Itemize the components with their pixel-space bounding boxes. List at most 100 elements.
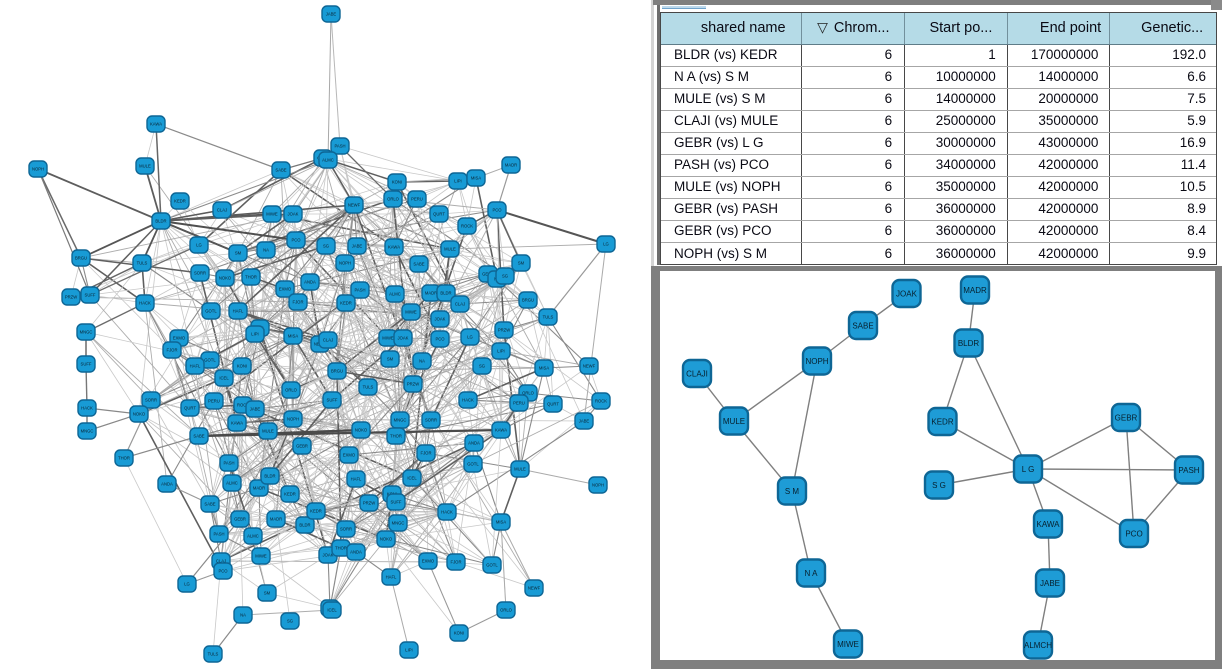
svg-text:ALMC: ALMC [247, 534, 259, 539]
svg-text:NA: NA [419, 359, 425, 364]
svg-text:KEDR: KEDR [310, 509, 322, 514]
svg-text:S G: S G [932, 481, 946, 490]
svg-text:ROCK: ROCK [595, 399, 607, 404]
svg-text:MISA: MISA [471, 176, 481, 181]
svg-text:GOTL: GOTL [204, 358, 216, 363]
svg-text:NOKO: NOKO [380, 537, 393, 542]
svg-text:MULE: MULE [444, 247, 456, 252]
svg-text:SM: SM [235, 251, 242, 256]
svg-text:TULS: TULS [208, 652, 219, 657]
svg-text:KEDR: KEDR [284, 492, 296, 497]
svg-text:QURT: QURT [547, 402, 559, 407]
svg-text:JOAK: JOAK [398, 336, 409, 341]
svg-text:MADR: MADR [425, 291, 437, 296]
svg-text:JABE: JABE [326, 12, 337, 17]
svg-text:PASH: PASH [213, 532, 224, 537]
svg-text:JOAK: JOAK [323, 553, 334, 558]
svg-text:THOR: THOR [245, 275, 257, 280]
svg-text:SG: SG [502, 274, 508, 279]
svg-text:HAFL: HAFL [351, 477, 362, 482]
svg-text:MISA: MISA [539, 366, 549, 371]
svg-text:LG: LG [467, 335, 473, 340]
svg-text:TULS: TULS [543, 315, 554, 320]
svg-text:PRZW: PRZW [407, 382, 419, 387]
svg-text:LIPI: LIPI [251, 332, 258, 337]
svg-text:TULS: TULS [363, 385, 374, 390]
svg-text:CLAJ: CLAJ [323, 338, 333, 343]
svg-text:PCO: PCO [218, 569, 228, 574]
svg-text:MULE: MULE [262, 429, 274, 434]
svg-text:CLAJ: CLAJ [455, 302, 465, 307]
svg-text:ROCK: ROCK [237, 403, 249, 408]
svg-text:NEWF: NEWF [583, 364, 596, 369]
svg-text:MISA: MISA [288, 334, 298, 339]
svg-text:SABE: SABE [204, 502, 215, 507]
svg-text:NA: NA [240, 613, 246, 618]
svg-text:NOPH: NOPH [32, 167, 44, 172]
svg-text:PERU: PERU [411, 197, 423, 202]
svg-text:JABE: JABE [250, 407, 261, 412]
svg-text:ORLO: ORLO [500, 608, 513, 613]
svg-text:NEWF: NEWF [348, 203, 361, 208]
svg-text:ICEL: ICEL [407, 476, 417, 481]
svg-text:MIWE: MIWE [266, 212, 278, 217]
svg-text:KEDR: KEDR [931, 418, 953, 427]
svg-text:SG: SG [479, 364, 485, 369]
svg-text:THOR: THOR [335, 546, 347, 551]
svg-text:MNGC: MNGC [392, 521, 405, 526]
svg-text:FJOR: FJOR [421, 451, 432, 456]
svg-text:SORR: SORR [194, 271, 206, 276]
svg-text:PRZW: PRZW [363, 501, 375, 506]
svg-text:HACK: HACK [462, 398, 474, 403]
svg-text:TULS: TULS [137, 261, 148, 266]
svg-text:JABE: JABE [579, 419, 590, 424]
svg-text:S M: S M [785, 487, 800, 496]
svg-text:LIPI: LIPI [405, 648, 412, 653]
svg-text:SM: SM [264, 591, 271, 596]
svg-text:SABE: SABE [275, 168, 286, 173]
svg-text:BRGU: BRGU [75, 256, 87, 261]
svg-text:MULE: MULE [139, 164, 151, 169]
svg-text:NOPH: NOPH [805, 357, 828, 366]
svg-text:MADR: MADR [963, 286, 987, 295]
svg-text:ORLO: ORLO [387, 197, 400, 202]
svg-text:PERU: PERU [208, 399, 220, 404]
svg-text:EXMO: EXMO [173, 336, 186, 341]
svg-text:KAWA: KAWA [495, 428, 507, 433]
svg-text:MADR: MADR [253, 486, 265, 491]
svg-text:KEDR: KEDR [340, 301, 352, 306]
svg-text:MADR: MADR [270, 517, 282, 522]
svg-text:N A: N A [805, 569, 819, 578]
svg-text:EXMO: EXMO [343, 453, 356, 458]
svg-text:GOTL: GOTL [467, 462, 479, 467]
svg-text:THOR: THOR [118, 456, 130, 461]
svg-text:PCO: PCO [435, 337, 445, 342]
svg-text:PCO: PCO [291, 238, 301, 243]
svg-text:KONI: KONI [454, 631, 464, 636]
svg-text:ANDA: ANDA [350, 550, 362, 555]
svg-text:HACK: HACK [441, 510, 453, 515]
svg-text:SG: SG [287, 619, 293, 624]
svg-text:CLAJ: CLAJ [216, 559, 226, 564]
svg-text:JOAK: JOAK [896, 290, 918, 299]
svg-text:ANDA: ANDA [468, 441, 480, 446]
svg-text:ANDA: ANDA [161, 482, 173, 487]
svg-text:LG: LG [184, 582, 190, 587]
svg-text:GOTL: GOTL [205, 309, 217, 314]
svg-text:BLDR: BLDR [264, 474, 275, 479]
svg-text:SORR: SORR [340, 527, 352, 532]
svg-text:HAFL: HAFL [386, 575, 397, 580]
svg-text:QURT: QURT [433, 212, 445, 217]
svg-text:PCO: PCO [492, 208, 502, 213]
svg-text:MADR: MADR [505, 163, 517, 168]
svg-text:PASH: PASH [334, 144, 345, 149]
svg-text:SABE: SABE [852, 322, 873, 331]
svg-text:MISA: MISA [496, 520, 506, 525]
svg-text:QURT: QURT [184, 406, 196, 411]
svg-text:BLDR: BLDR [299, 523, 310, 528]
svg-text:JOAK: JOAK [288, 212, 299, 217]
svg-text:LG: LG [603, 242, 609, 247]
svg-text:BRGU: BRGU [522, 298, 534, 303]
svg-text:ICEL: ICEL [327, 608, 337, 613]
svg-text:NOPH: NOPH [287, 417, 299, 422]
